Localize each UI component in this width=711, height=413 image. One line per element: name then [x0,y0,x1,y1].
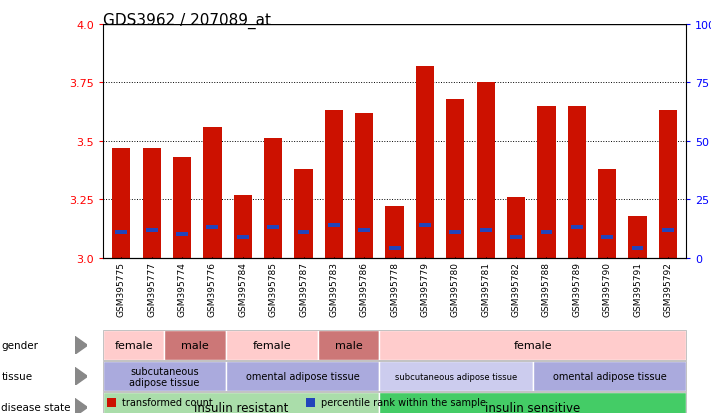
Bar [298,230,309,235]
Bar [602,235,613,239]
Bar [176,233,188,237]
Bar [629,216,646,258]
Bar [659,111,677,258]
Text: insulin resistant: insulin resistant [194,401,289,413]
Text: GSM395792: GSM395792 [663,262,673,316]
Polygon shape [75,399,87,413]
Bar [419,223,431,228]
Bar [294,169,313,258]
Text: GSM395781: GSM395781 [481,262,490,317]
Text: GSM395778: GSM395778 [390,262,399,317]
Bar [507,197,525,258]
Bar [146,228,158,232]
Bar [237,235,249,239]
Bar [264,139,282,258]
Text: GSM395786: GSM395786 [360,262,369,317]
Text: male: male [181,340,209,351]
Bar [206,225,218,230]
Bar [325,111,343,258]
Text: GSM395775: GSM395775 [117,262,126,317]
Text: GSM395783: GSM395783 [329,262,338,317]
Text: GSM395776: GSM395776 [208,262,217,317]
Bar [112,148,130,258]
Bar [598,169,616,258]
Text: GSM395777: GSM395777 [147,262,156,317]
Polygon shape [75,368,87,385]
Text: GSM395780: GSM395780 [451,262,460,317]
Text: gender: gender [1,340,38,351]
Text: percentile rank within the sample: percentile rank within the sample [321,397,486,407]
Text: omental adipose tissue: omental adipose tissue [552,371,666,382]
Text: male: male [335,340,363,351]
Bar [510,235,522,239]
Bar [631,247,643,251]
Text: GSM395784: GSM395784 [238,262,247,316]
Bar [449,230,461,235]
Text: GSM395788: GSM395788 [542,262,551,317]
Text: GSM395779: GSM395779 [420,262,429,317]
Bar [662,228,674,232]
Bar [115,230,127,235]
Bar [447,100,464,258]
Text: GSM395785: GSM395785 [269,262,277,317]
Text: GSM395782: GSM395782 [512,262,520,316]
Bar [416,67,434,258]
Bar [355,114,373,258]
Bar [143,148,161,258]
Bar [567,107,586,258]
Polygon shape [75,337,87,354]
Text: female: female [252,340,292,351]
Text: GSM395791: GSM395791 [633,262,642,317]
Text: GSM395790: GSM395790 [603,262,611,317]
Bar [540,230,552,235]
Text: GSM395774: GSM395774 [178,262,186,316]
Bar [173,158,191,258]
Bar [571,225,583,230]
Text: GDS3962 / 207089_at: GDS3962 / 207089_at [103,12,271,28]
Bar [234,195,252,258]
Text: disease state: disease state [1,402,71,413]
Bar [328,223,340,228]
Text: omental adipose tissue: omental adipose tissue [246,371,360,382]
Bar [480,228,491,232]
Text: insulin sensitive: insulin sensitive [485,401,580,413]
Text: transformed count: transformed count [122,397,213,407]
Text: tissue: tissue [1,371,33,382]
Bar [538,107,555,258]
Text: female: female [114,340,153,351]
Bar [267,225,279,230]
Text: subcutaneous
adipose tissue: subcutaneous adipose tissue [129,366,200,387]
Text: GSM395787: GSM395787 [299,262,308,317]
Bar [476,83,495,258]
Text: female: female [513,340,552,351]
Text: subcutaneous adipose tissue: subcutaneous adipose tissue [395,372,517,381]
Bar [203,128,222,258]
Bar [389,247,400,251]
Bar [358,228,370,232]
Bar [385,207,404,258]
Text: GSM395789: GSM395789 [572,262,582,317]
